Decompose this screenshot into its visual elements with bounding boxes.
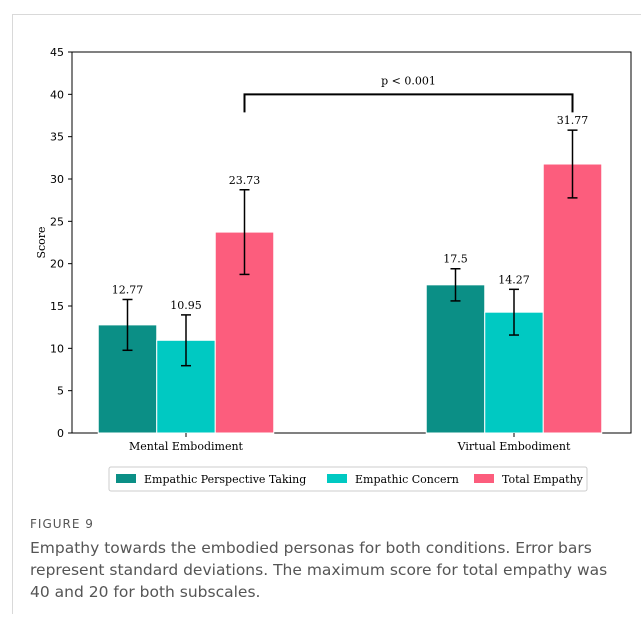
data-label: 17.5 <box>443 253 468 266</box>
x-tick-label: Mental Embodiment <box>129 440 244 453</box>
y-tick-label: 40 <box>50 88 64 101</box>
legend-label: Empathic Concern <box>355 473 459 486</box>
legend-swatch <box>474 474 494 483</box>
x-tick-label: Virtual Embodiment <box>457 440 571 453</box>
y-tick-label: 15 <box>50 300 64 313</box>
y-tick-label: 30 <box>50 173 64 186</box>
bar-chart: 0 5 10 15 20 25 30 35 40 45 Score 12.77 10.95 23.73 Me… <box>35 46 632 492</box>
legend-label: Empathic Perspective Taking <box>144 473 306 486</box>
significance-label: p < 0.001 <box>381 74 436 87</box>
bar <box>425 284 486 434</box>
legend-label: Total Empathy <box>502 473 584 486</box>
legend-swatch <box>116 474 136 483</box>
data-label: 23.73 <box>229 174 261 187</box>
figure-caption: Empathy towards the embodied personas fo… <box>30 539 608 601</box>
y-tick-label: 25 <box>50 215 64 228</box>
data-label: 12.77 <box>112 283 144 296</box>
y-tick-label: 0 <box>57 427 64 440</box>
bar <box>542 163 603 434</box>
figure-frame <box>12 14 641 614</box>
legend-swatch <box>327 474 347 483</box>
y-tick-label: 10 <box>50 342 64 355</box>
y-tick-label: 35 <box>50 131 64 144</box>
legend-box <box>108 466 588 492</box>
y-tick-label: 20 <box>50 258 64 271</box>
data-label: 31.77 <box>557 114 589 127</box>
y-axis-label: Score <box>35 226 48 258</box>
significance-bracket <box>243 93 574 113</box>
y-tick-label: 5 <box>57 385 64 398</box>
figure-label: FIGURE 9 <box>30 517 94 531</box>
plot-area-frame <box>71 51 632 434</box>
data-label: 10.95 <box>170 299 202 312</box>
data-label: 14.27 <box>498 273 530 286</box>
y-tick-label: 45 <box>50 46 64 59</box>
